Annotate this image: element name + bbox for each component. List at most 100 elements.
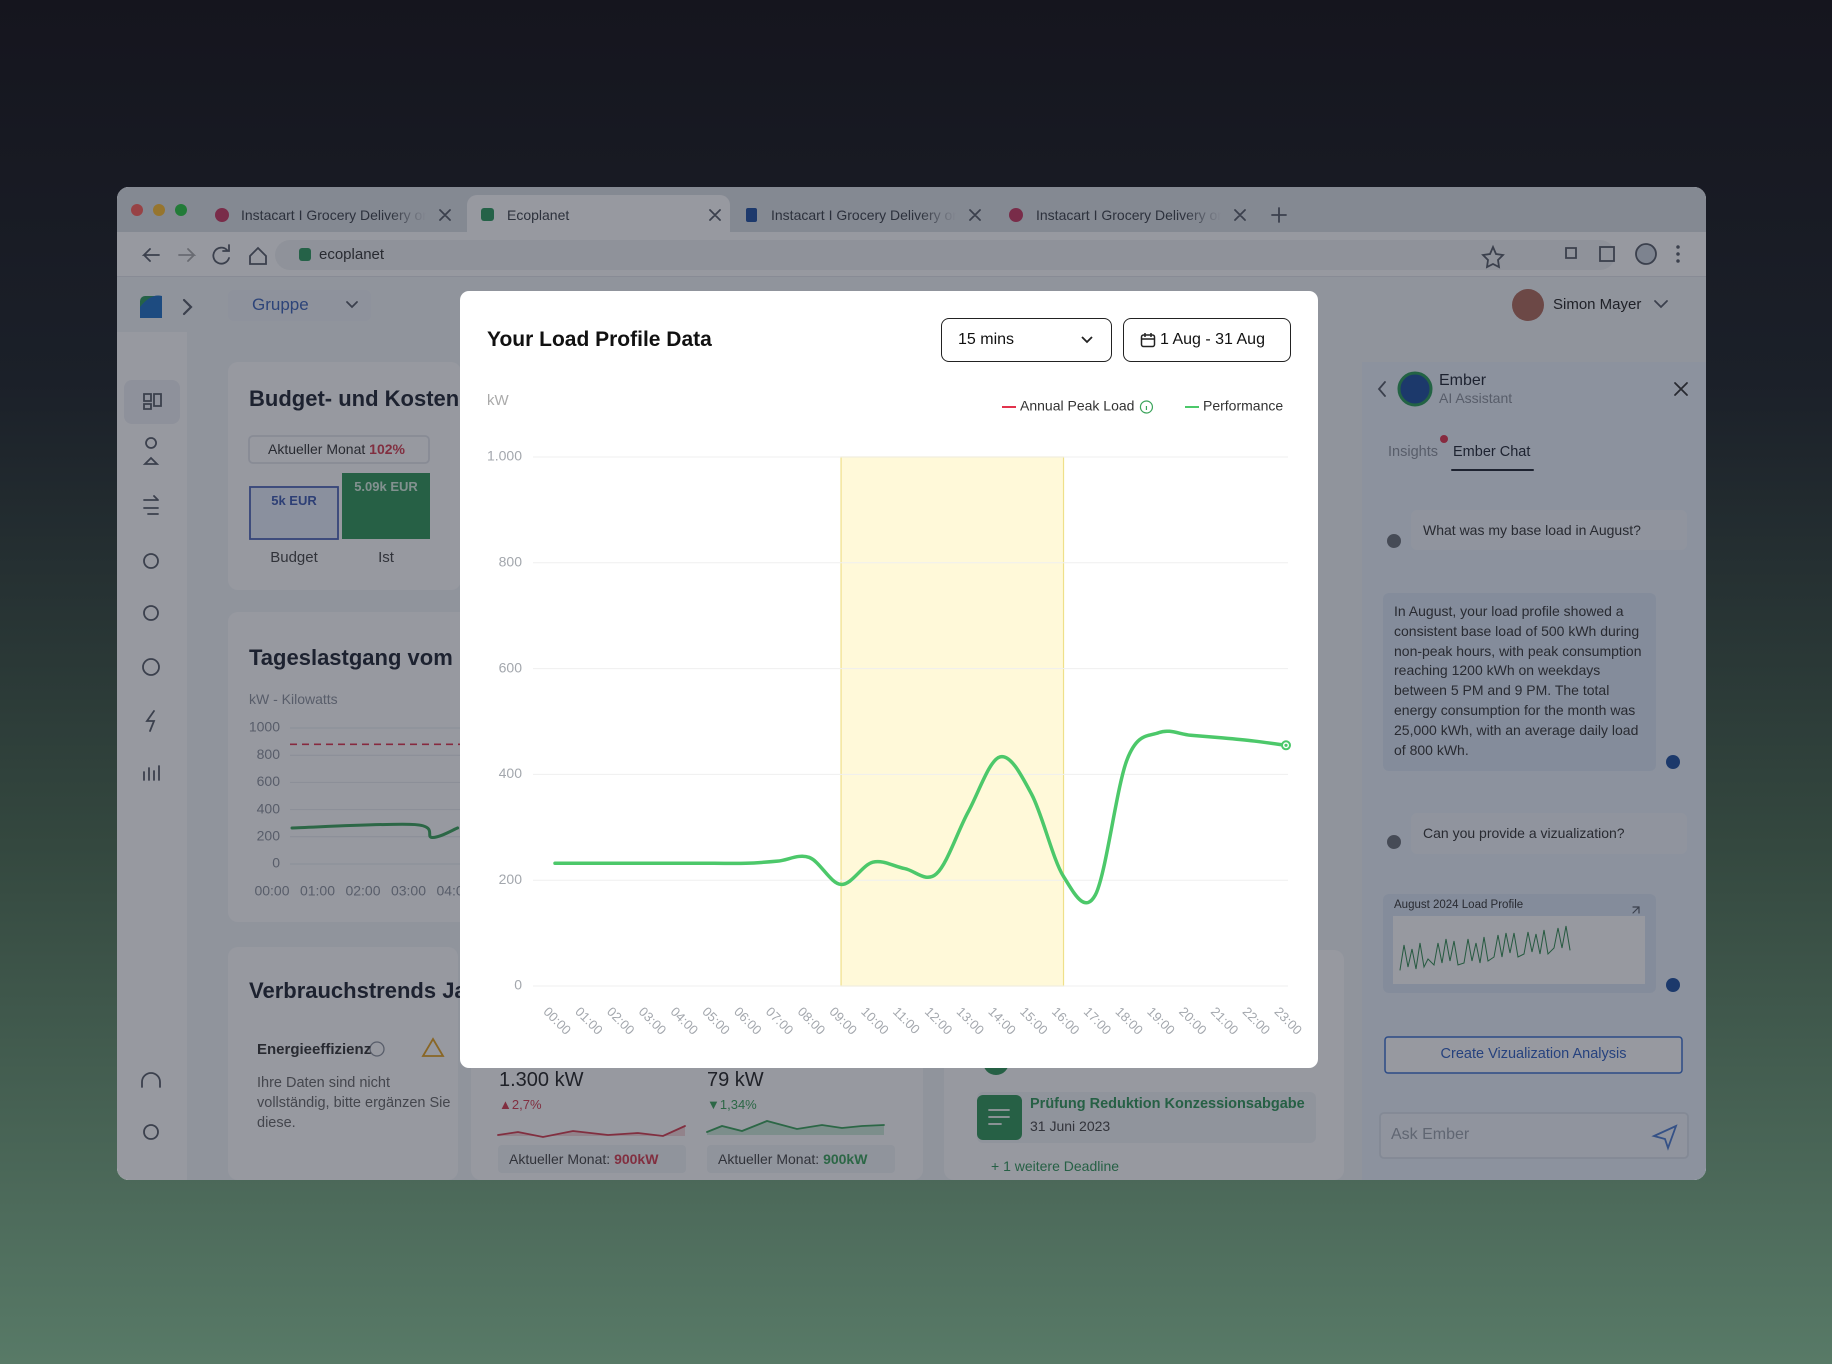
url-field[interactable]: [275, 240, 1615, 270]
panel-tab[interactable]: Ember Chat: [1453, 444, 1531, 460]
viz-line: [1399, 925, 1571, 971]
x-tick-label: 02:00: [345, 883, 380, 899]
select-chevron: [1081, 336, 1093, 344]
series-line: [553, 729, 1288, 905]
forward[interactable]: [178, 248, 197, 262]
deadline-item[interactable]: [977, 1092, 1316, 1143]
send[interactable]: [1651, 1124, 1678, 1151]
back[interactable]: [141, 248, 160, 262]
nav-energy[interactable]: [143, 605, 159, 621]
bar-caption: Ist: [378, 549, 394, 566]
x-tick-label: 12:00: [922, 1004, 956, 1038]
bookmark[interactable]: [1481, 244, 1505, 269]
deadline-title[interactable]: Prüfung Reduktion Konzessionsabgabe: [1030, 1096, 1305, 1112]
x-tick-label: 14:00: [985, 1004, 1019, 1038]
group-button[interactable]: [228, 290, 371, 321]
create-button[interactable]: [1384, 1036, 1683, 1074]
x-tick-label: 00:00: [254, 883, 289, 899]
user-avatar[interactable]: [1512, 289, 1544, 321]
x-tick-label: 08:00: [795, 1004, 829, 1038]
x-tick-label: 17:00: [1081, 1004, 1115, 1038]
sidebar: [117, 332, 187, 1180]
kpi-change: ▼1,34%: [707, 1097, 757, 1112]
sidebar-toggle[interactable]: [1599, 246, 1615, 262]
panel-close[interactable]: [1674, 382, 1688, 396]
budget-title: Budget- und Kostens: [249, 386, 472, 411]
tab-close-icons[interactable]: [439, 209, 1246, 221]
y-tick-label: 400: [257, 800, 281, 816]
nav-support[interactable]: [141, 1072, 161, 1088]
create-button-label[interactable]: Create Vizualization Analysis: [1440, 1046, 1627, 1062]
user-chevron[interactable]: [1654, 300, 1668, 309]
x-tick-label: 19:00: [1144, 1004, 1178, 1038]
window-minimize[interactable]: [153, 204, 165, 216]
nav-weather[interactable]: [143, 495, 159, 515]
panel-back[interactable]: [1377, 381, 1386, 397]
tab-strip: [117, 187, 1706, 232]
chat-message: Can you provide a vizualization?: [1423, 825, 1625, 841]
user-bubble: [1411, 510, 1687, 550]
reload[interactable]: [212, 244, 230, 265]
end-marker-dot: [1284, 743, 1288, 747]
tab-title[interactable]: Ecoplanet: [507, 207, 570, 223]
sparkline-area: [707, 1121, 884, 1135]
deadline-more[interactable]: + 1 weitere Deadline: [991, 1158, 1120, 1174]
new-tab[interactable]: [1271, 207, 1287, 223]
nav-settings[interactable]: [143, 1124, 159, 1140]
url[interactable]: ecoplanet: [319, 246, 385, 263]
x-tick-label: 05:00: [699, 1004, 733, 1038]
x-tick-label: 07:00: [763, 1004, 797, 1038]
month-box: [707, 1145, 895, 1173]
window-close[interactable]: [131, 204, 143, 216]
tab-title[interactable]: Instacart I Grocery Delivery or: [1036, 207, 1221, 223]
trends-card: [228, 947, 458, 1180]
nav-cost[interactable]: [142, 658, 160, 676]
viz-expand[interactable]: [1632, 906, 1640, 914]
window-maximize[interactable]: [175, 204, 187, 216]
extension[interactable]: [1565, 247, 1577, 259]
value: 900kW: [823, 1151, 868, 1167]
x-tick-label: 16:00: [1049, 1004, 1083, 1038]
tab-title[interactable]: Instacart I Grocery Delivery or: [771, 207, 956, 223]
ask-input[interactable]: [1379, 1112, 1689, 1159]
legend-label: Performance: [1203, 398, 1283, 414]
x-tick-label: 03:00: [636, 1004, 670, 1038]
month-pill: [248, 435, 430, 464]
interval-value: 15 mins: [958, 331, 1015, 348]
home[interactable]: [249, 246, 267, 265]
x-tick-label: 04:00: [668, 1004, 702, 1038]
month-box: [498, 1145, 686, 1173]
nav-power[interactable]: [145, 710, 156, 732]
nav-stats[interactable]: [143, 765, 160, 781]
expand[interactable]: [182, 298, 193, 316]
tab-title[interactable]: Instacart I Grocery Delivery or: [241, 207, 426, 223]
nav-location[interactable]: [142, 437, 160, 465]
nav-dashboard[interactable]: [143, 393, 162, 410]
info-icon: [1139, 400, 1154, 414]
x-tick-label: 06:00: [731, 1004, 765, 1038]
value: 102%: [369, 441, 405, 457]
user-name[interactable]: Simon Mayer: [1553, 296, 1642, 313]
viz-thumbnail[interactable]: [1393, 916, 1645, 984]
ask-placeholder[interactable]: Ask Ember: [1391, 1126, 1470, 1143]
label: Aktueller Monat:: [509, 1151, 611, 1167]
x-tick-label: 01:00: [300, 883, 335, 899]
y-tick-label: 800: [499, 554, 523, 570]
y-axis-label: kW: [487, 392, 509, 409]
label: Aktueller Monat:: [718, 1151, 820, 1167]
y-tick-label: 200: [499, 871, 523, 887]
value: 900kW: [614, 1151, 659, 1167]
date-button[interactable]: 1 Aug - 31 Aug: [1123, 318, 1291, 362]
nav-target[interactable]: [143, 553, 159, 569]
notification-dot: [1440, 435, 1448, 443]
profile[interactable]: [1635, 243, 1657, 265]
interval-select[interactable]: 15 mins: [941, 318, 1112, 362]
group[interactable]: Gruppe: [252, 295, 309, 314]
modal: Your Load Profile Data 15 mins 1 Aug - 3…: [460, 291, 1318, 1068]
site-icon: [299, 248, 311, 261]
bar-label: 5k EUR: [271, 493, 317, 508]
budget-bar: [249, 486, 339, 540]
month-label: Aktueller Monat 102%: [268, 441, 405, 457]
panel-tab[interactable]: Insights: [1388, 444, 1438, 460]
